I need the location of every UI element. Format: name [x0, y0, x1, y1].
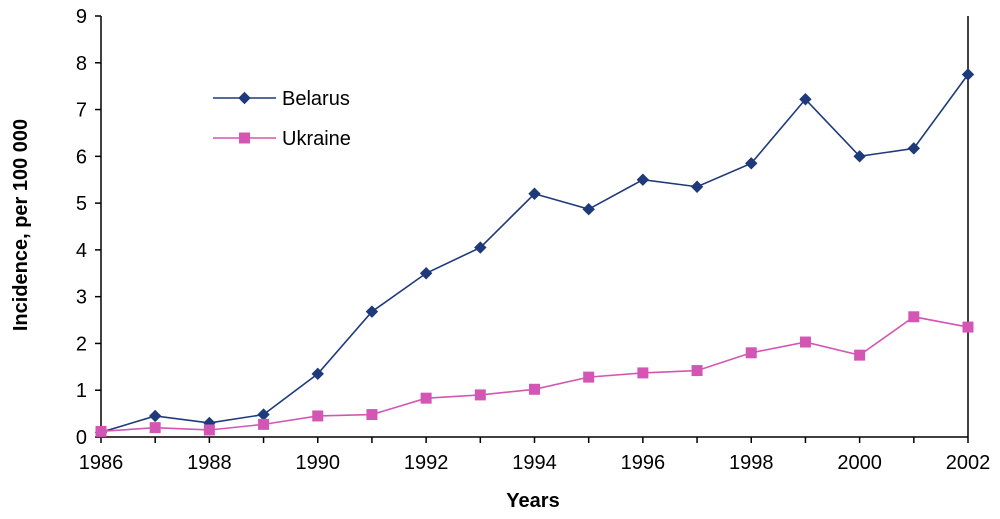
- x-tick-label: 1992: [404, 452, 449, 474]
- y-tick-label: 4: [76, 240, 87, 262]
- legend-item-ukraine: Ukraine: [213, 128, 351, 150]
- data-point-ukraine: [691, 365, 703, 377]
- y-tick-label: 6: [76, 146, 87, 168]
- y-tick-label: 5: [76, 193, 87, 215]
- y-tick-label: 2: [76, 333, 87, 355]
- data-point-belarus: [419, 267, 433, 280]
- data-point-belarus: [690, 180, 704, 193]
- x-tick-label: 2000: [837, 452, 882, 474]
- x-tick-label: 1994: [512, 452, 557, 474]
- data-point-belarus: [365, 305, 379, 318]
- series-belarus: [94, 68, 975, 439]
- series-layer: [94, 68, 975, 439]
- y-axis-title: Incidence, per 100 000: [10, 119, 32, 331]
- series-line-ukraine: [100, 315, 969, 433]
- y-tick-label: 0: [76, 427, 87, 449]
- data-point-ukraine: [312, 410, 324, 422]
- data-point-ukraine: [95, 425, 107, 437]
- legend-marker-ukraine: [239, 132, 250, 144]
- y-tick-label: 3: [76, 287, 87, 309]
- y-tick-label: 8: [76, 53, 87, 75]
- x-tick-label: 1998: [729, 452, 774, 474]
- legend-marker-belarus: [238, 91, 251, 105]
- y-tick-label: 7: [76, 100, 87, 122]
- x-tick-label: 2002: [946, 452, 991, 474]
- legend: Belarus Ukraine: [213, 88, 351, 150]
- data-point-ukraine: [962, 321, 974, 333]
- data-point-ukraine: [583, 371, 595, 383]
- data-point-belarus: [907, 142, 921, 155]
- data-point-belarus: [853, 150, 866, 163]
- data-point-ukraine: [637, 367, 649, 379]
- data-point-belarus: [311, 367, 324, 381]
- data-point-belarus: [636, 173, 650, 186]
- x-tick-label: 1996: [621, 452, 666, 474]
- data-point-ukraine: [420, 392, 432, 404]
- data-point-ukraine: [149, 422, 161, 434]
- data-point-belarus: [528, 187, 541, 200]
- data-point-ukraine: [203, 424, 215, 436]
- data-point-belarus: [474, 241, 487, 254]
- y-tick-label: 1: [76, 380, 87, 402]
- data-point-belarus: [148, 409, 162, 423]
- legend-label-belarus: Belarus: [282, 88, 350, 110]
- data-point-ukraine: [258, 418, 270, 430]
- x-tick-label: 1990: [296, 452, 341, 474]
- data-point-ukraine: [529, 383, 540, 395]
- data-point-belarus: [582, 202, 595, 216]
- series-ukraine: [95, 311, 974, 437]
- legend-label-ukraine: Ukraine: [282, 128, 351, 150]
- y-tick-label: 9: [76, 6, 87, 28]
- x-axis-title: Years: [506, 490, 559, 512]
- data-point-ukraine: [474, 389, 486, 401]
- data-point-belarus: [961, 68, 975, 81]
- x-tick-label: 1988: [187, 452, 232, 474]
- data-point-ukraine: [854, 349, 866, 361]
- legend-item-belarus: Belarus: [213, 88, 350, 110]
- data-point-belarus: [745, 157, 758, 170]
- data-point-ukraine: [908, 311, 920, 323]
- series-line-belarus: [100, 73, 969, 434]
- data-point-ukraine: [745, 347, 757, 359]
- data-point-belarus: [799, 93, 812, 106]
- data-point-ukraine: [799, 336, 811, 348]
- x-tick-label: 1986: [79, 452, 124, 474]
- data-point-ukraine: [366, 409, 378, 421]
- axes: 0 1 2 3 4 5 6 7 8 9 1986 1988 1990 1992 1994 1996 1998 20…: [76, 6, 990, 474]
